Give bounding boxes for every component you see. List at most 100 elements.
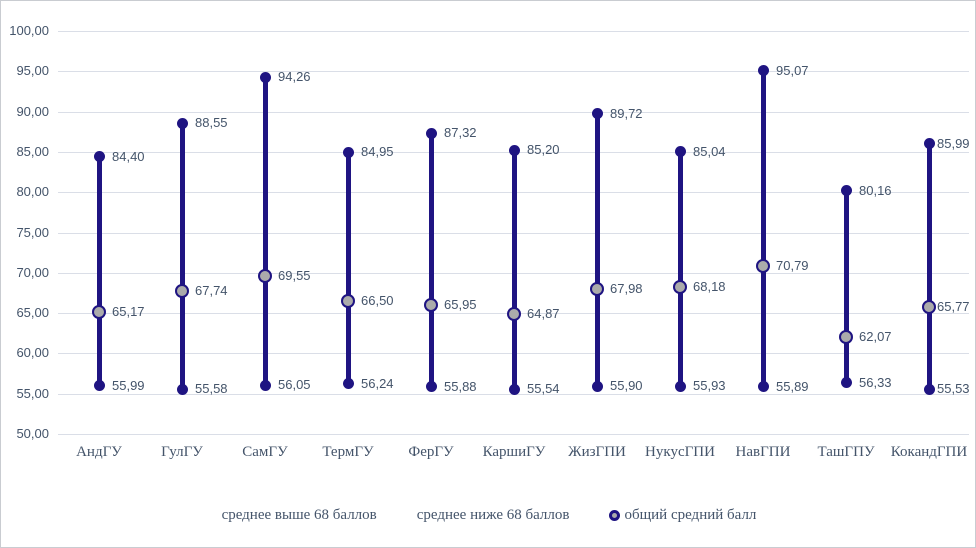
x-axis-category-label: ГулГУ xyxy=(161,444,203,460)
high-dot xyxy=(259,71,271,83)
x-axis-category-label: АндГУ xyxy=(76,444,122,460)
high-dot xyxy=(923,138,935,150)
high-dot xyxy=(93,151,105,163)
low-dot xyxy=(508,383,520,395)
data-label: 56,05 xyxy=(278,377,311,393)
high-dot xyxy=(425,127,437,139)
x-axis-category-label: КаршиГУ xyxy=(482,444,546,460)
high-dot xyxy=(176,117,188,129)
x-axis-category-label: СамГУ xyxy=(242,444,288,460)
data-label: 67,98 xyxy=(610,281,643,297)
mid-average-marker xyxy=(175,284,189,298)
mid-average-marker xyxy=(424,298,438,313)
mid-average-marker xyxy=(341,294,355,308)
x-axis-category-label: ТашГПУ xyxy=(817,444,875,460)
hilo-range-line xyxy=(511,150,517,390)
mid-average-marker xyxy=(258,269,272,284)
y-axis-tick-label: 95,00 xyxy=(16,63,49,79)
low-dot xyxy=(259,379,271,391)
y-axis-tick-label: 90,00 xyxy=(16,103,49,119)
data-label: 85,20 xyxy=(527,142,560,158)
y-axis-tick-label: 75,00 xyxy=(16,224,49,240)
hilo-range-line xyxy=(760,70,766,387)
legend-item: среднее выше 68 баллов xyxy=(222,507,377,524)
data-label: 65,17 xyxy=(112,303,145,319)
legend: среднее выше 68 баллов среднее ниже 68 ба… xyxy=(1,507,975,524)
high-dot xyxy=(757,65,769,77)
low-dot xyxy=(591,380,603,392)
y-axis-tick-label: 70,00 xyxy=(16,264,49,280)
data-label: 68,18 xyxy=(693,279,726,295)
data-label: 66,50 xyxy=(361,293,394,308)
hilo-range-line xyxy=(428,133,434,387)
low-dot xyxy=(93,380,105,392)
hilo-range-line xyxy=(843,190,849,383)
y-axis-tick-label: 65,00 xyxy=(16,305,49,321)
data-label: 88,55 xyxy=(195,115,228,131)
hilo-range-line xyxy=(594,113,600,387)
legend-label: общий средний балл xyxy=(624,507,757,523)
data-label: 55,54 xyxy=(527,381,560,397)
data-label: 65,77 xyxy=(937,298,970,314)
data-label: 65,95 xyxy=(444,297,477,313)
data-label: 62,07 xyxy=(859,328,892,344)
hilo-range-line xyxy=(345,152,351,384)
gridline xyxy=(58,71,969,73)
mid-average-marker xyxy=(922,299,936,314)
gridline xyxy=(58,31,969,32)
x-axis-category-label: НукусГПИ xyxy=(645,444,715,460)
x-axis-category-label: КокандГПИ xyxy=(890,444,968,460)
high-dot xyxy=(342,146,354,158)
low-dot xyxy=(425,381,437,393)
mid-average-marker xyxy=(507,307,521,322)
x-axis-category-label: ФерГУ xyxy=(408,444,454,460)
y-axis-tick-label: 50,00 xyxy=(16,426,49,441)
mid-average-marker xyxy=(673,280,687,295)
data-label: 64,87 xyxy=(527,306,560,322)
gridline xyxy=(58,111,969,113)
gridline xyxy=(58,434,969,435)
data-label: 56,24 xyxy=(361,375,394,391)
data-label: 56,33 xyxy=(859,374,892,390)
low-dot xyxy=(757,381,769,393)
mid-average-marker xyxy=(839,329,853,344)
y-axis-tick-label: 60,00 xyxy=(16,345,49,361)
data-label: 55,90 xyxy=(610,378,643,394)
high-dot xyxy=(508,144,520,156)
data-label: 55,58 xyxy=(195,381,228,397)
mid-average-marker xyxy=(590,282,604,297)
hilo-range-line xyxy=(96,156,102,386)
low-dot xyxy=(674,380,686,392)
data-label: 85,04 xyxy=(693,143,726,159)
low-dot xyxy=(923,383,935,395)
legend-label: среднее выше 68 баллов xyxy=(221,507,377,523)
legend-item: среднее ниже 68 баллов xyxy=(417,507,570,524)
data-label: 95,07 xyxy=(776,62,809,78)
data-label: 67,74 xyxy=(195,283,228,298)
hilo-range-line xyxy=(926,143,932,390)
data-label: 87,32 xyxy=(444,125,477,141)
x-axis-category-label: ТермГУ xyxy=(322,444,374,460)
hilo-range-line xyxy=(179,123,185,390)
high-dot xyxy=(674,146,686,158)
data-label: 84,95 xyxy=(361,144,394,160)
legend-circle-marker xyxy=(609,510,621,521)
data-label: 85,99 xyxy=(937,135,970,151)
mid-average-marker xyxy=(756,259,770,274)
data-label: 89,72 xyxy=(610,105,643,121)
data-label: 55,53 xyxy=(937,381,970,397)
data-label: 55,99 xyxy=(112,377,145,393)
legend-label: среднее ниже 68 баллов xyxy=(416,507,570,523)
mid-average-marker xyxy=(92,304,106,319)
y-axis-tick-label: 80,00 xyxy=(16,184,49,200)
data-label: 70,79 xyxy=(776,258,809,274)
x-axis-category-label: ЖизГПИ xyxy=(568,444,626,460)
low-dot xyxy=(840,377,852,389)
data-label: 55,89 xyxy=(776,378,809,394)
low-dot xyxy=(176,383,188,395)
data-label: 69,55 xyxy=(278,268,311,284)
high-dot xyxy=(591,108,603,120)
legend-item: общий средний балл xyxy=(609,507,756,524)
